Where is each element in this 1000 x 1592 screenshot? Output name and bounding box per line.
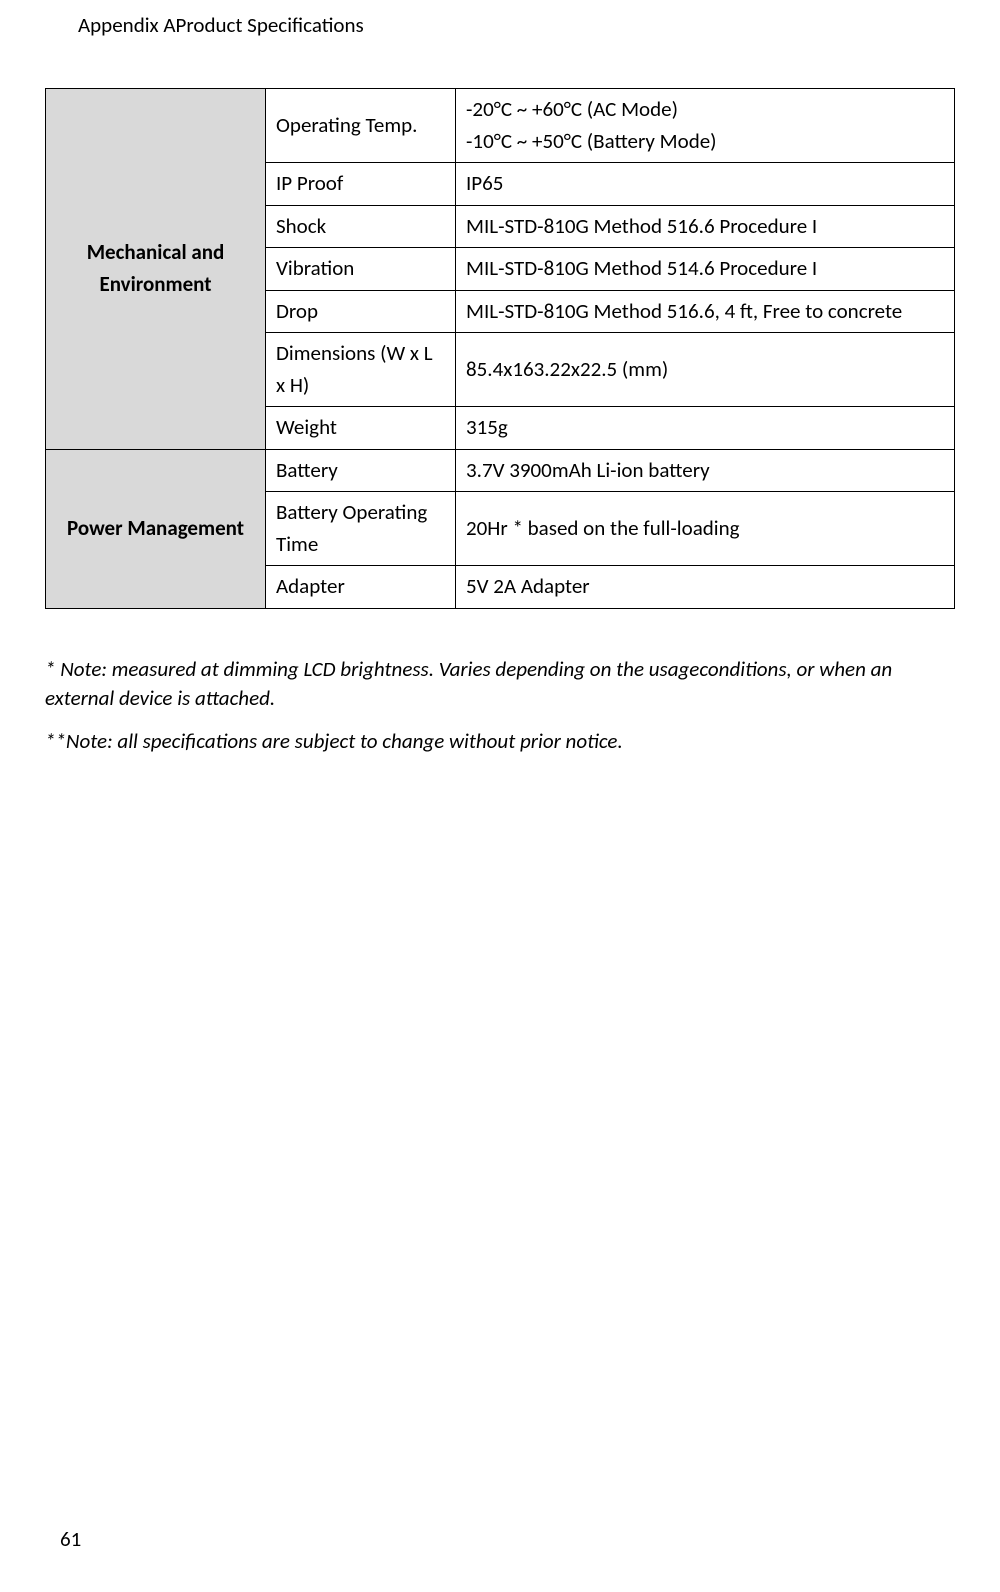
page-number: 61 — [60, 1526, 81, 1552]
spec-table: Mechanical and EnvironmentOperating Temp… — [45, 88, 955, 609]
category-header: Power Management — [46, 449, 266, 608]
spec-value: 85.4x163.22x22.5 (mm) — [456, 333, 955, 407]
spec-label: Dimensions (W x L x H) — [266, 333, 456, 407]
spec-label: Vibration — [266, 248, 456, 291]
spec-label: Battery Operating Time — [266, 492, 456, 566]
table-row: Power ManagementBattery3.7V 3900mAh Li-i… — [46, 449, 955, 492]
spec-value: -20°C ~ +60°C (AC Mode)-10°C ~ +50°C (Ba… — [456, 89, 955, 163]
spec-label: Operating Temp. — [266, 89, 456, 163]
spec-label: Battery — [266, 449, 456, 492]
spec-label: IP Proof — [266, 163, 456, 206]
category-header: Mechanical and Environment — [46, 89, 266, 450]
spec-label: Drop — [266, 290, 456, 333]
footnotes: * Note: measured at dimming LCD brightne… — [45, 609, 955, 757]
spec-label: Shock — [266, 205, 456, 248]
spec-value: 315g — [456, 407, 955, 450]
spec-value: MIL-STD-810G Method 516.6, 4 ft, Free to… — [456, 290, 955, 333]
spec-value: MIL-STD-810G Method 516.6 Procedure I — [456, 205, 955, 248]
content-area: Mechanical and EnvironmentOperating Temp… — [0, 38, 1000, 757]
spec-label: Adapter — [266, 566, 456, 609]
spec-value: 20Hr * based on the full-loading — [456, 492, 955, 566]
spec-value: MIL-STD-810G Method 514.6 Procedure I — [456, 248, 955, 291]
spec-label: Weight — [266, 407, 456, 450]
footnote-2: **Note: all specifications are subject t… — [45, 727, 955, 756]
footnote-1: * Note: measured at dimming LCD brightne… — [45, 655, 955, 714]
page-header: Appendix AProduct Specifications — [0, 0, 1000, 38]
spec-value: 3.7V 3900mAh Li-ion battery — [456, 449, 955, 492]
spec-value: 5V 2A Adapter — [456, 566, 955, 609]
table-row: Mechanical and EnvironmentOperating Temp… — [46, 89, 955, 163]
spec-value: IP65 — [456, 163, 955, 206]
